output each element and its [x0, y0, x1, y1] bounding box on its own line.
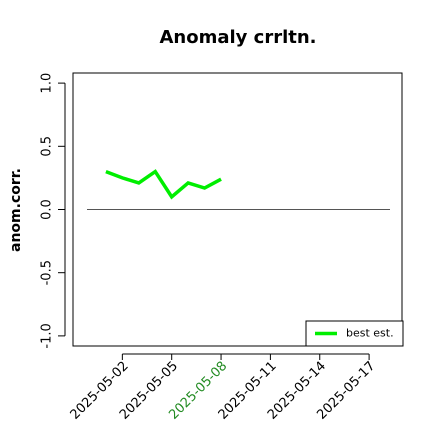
- legend-label: best est.: [346, 327, 394, 340]
- y-tick-label: 0.5: [40, 136, 55, 157]
- y-tick-label: 1.0: [40, 73, 55, 94]
- chart-title: Anomaly crrltn.: [159, 27, 316, 48]
- plot-frame: [72, 72, 403, 347]
- y-tick-label: -0.5: [40, 260, 55, 285]
- y-axis-label: anom.corr.: [8, 168, 24, 252]
- y-tick-label: -1.0: [40, 323, 55, 348]
- y-tick-label: 0.0: [40, 199, 55, 220]
- data-line: [105, 169, 222, 200]
